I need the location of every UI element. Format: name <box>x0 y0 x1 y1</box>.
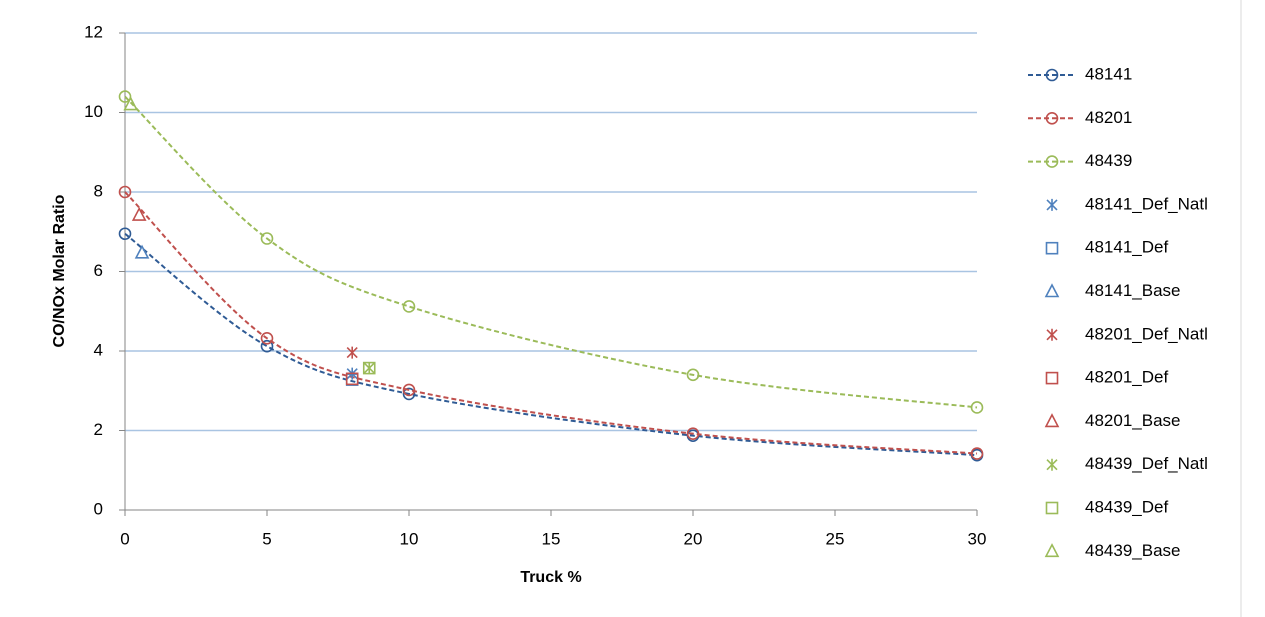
legend-label: 48201 <box>1085 108 1132 127</box>
marker <box>1044 283 1060 298</box>
x-tick-label: 30 <box>968 529 987 548</box>
marker <box>118 90 132 103</box>
legend-item: 48141_Base <box>1044 281 1180 300</box>
legend-label: 48439_Def <box>1085 497 1168 516</box>
y-tick-label: 8 <box>94 181 103 200</box>
marker <box>970 401 984 414</box>
y-tick-label: 6 <box>94 261 103 280</box>
legend-item: 48439_Def_Natl <box>1046 454 1208 473</box>
marker <box>1046 458 1058 471</box>
legend-label: 48141_Def_Natl <box>1085 194 1208 213</box>
marker <box>118 185 132 199</box>
x-tick-label: 15 <box>542 529 561 548</box>
legend-label: 48439_Def_Natl <box>1085 454 1208 473</box>
legend-item: 48439_Base <box>1044 541 1180 560</box>
legend-label: 48141_Def <box>1085 238 1168 257</box>
legend-item: 48439_Def <box>1045 497 1168 516</box>
x-tick-label: 10 <box>400 529 419 548</box>
legend-item: 48141 <box>1028 64 1132 83</box>
marker <box>970 447 984 460</box>
legend-item: 48141_Def_Natl <box>1046 194 1208 213</box>
legend-label: 48439 <box>1085 151 1132 170</box>
x-tick-label: 0 <box>120 529 129 548</box>
y-tick-label: 4 <box>94 340 103 359</box>
marker <box>1046 328 1058 341</box>
legend-label: 48439_Base <box>1085 541 1180 560</box>
marker <box>134 244 150 259</box>
legend-item: 48201 <box>1028 108 1132 127</box>
marker <box>362 361 376 375</box>
legend-label: 48201_Def_Natl <box>1085 324 1208 343</box>
y-tick-label: 10 <box>84 102 103 121</box>
marker <box>1044 413 1060 428</box>
marker <box>1045 501 1059 515</box>
legend-item: 48439 <box>1028 151 1132 170</box>
marker <box>402 300 416 313</box>
legend-label: 48141 <box>1085 64 1132 83</box>
marker <box>1045 371 1059 385</box>
marker <box>1045 112 1059 125</box>
marker <box>260 331 274 345</box>
legend-item: 48201_Def_Natl <box>1046 324 1208 343</box>
marker <box>686 427 700 440</box>
series-line <box>124 95 978 409</box>
x-axis-title: Truck % <box>520 569 581 586</box>
marker <box>686 368 700 382</box>
marker <box>402 387 416 401</box>
legend-label: 48141_Base <box>1085 281 1180 300</box>
marker <box>1046 198 1058 211</box>
marker <box>123 96 138 111</box>
series-line <box>124 232 978 457</box>
y-axis-title: CO/NOx Molar Ratio <box>51 194 68 347</box>
marker <box>118 227 132 241</box>
legend-label: 48201_Def <box>1085 368 1168 387</box>
marker <box>345 372 359 386</box>
y-tick-label: 12 <box>84 22 103 41</box>
legend-item: 48141_Def <box>1045 238 1168 257</box>
marker <box>1045 155 1059 168</box>
legend-label: 48201_Base <box>1085 411 1180 430</box>
series-line <box>124 191 978 455</box>
legend-item: 48201_Base <box>1044 411 1180 430</box>
marker <box>346 346 358 359</box>
marker <box>1044 543 1060 558</box>
y-tick-label: 2 <box>94 420 103 439</box>
y-tick-label: 0 <box>94 499 103 518</box>
marker <box>131 206 147 221</box>
marker <box>1045 241 1059 255</box>
marker <box>402 383 416 397</box>
marker <box>260 339 274 353</box>
marker <box>363 362 375 375</box>
marker <box>260 232 274 245</box>
x-tick-label: 20 <box>684 529 703 548</box>
x-tick-label: 5 <box>262 529 271 548</box>
legend-item: 48201_Def <box>1045 368 1168 387</box>
marker <box>1045 68 1059 82</box>
x-tick-label: 25 <box>826 529 845 548</box>
